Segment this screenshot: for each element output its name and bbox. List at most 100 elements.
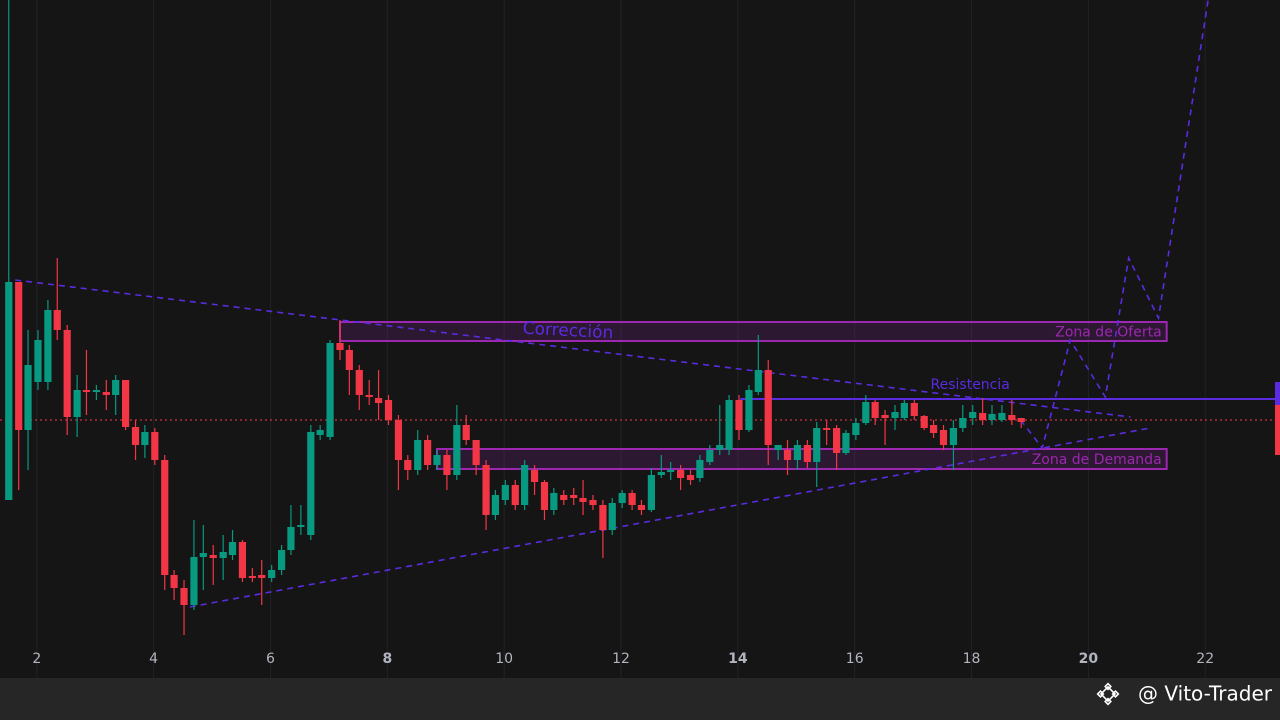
candle-body: [637, 505, 646, 510]
candle-body: [530, 470, 539, 482]
candle-body: [881, 415, 889, 418]
candle-body: [813, 428, 821, 462]
candle-body: [345, 350, 353, 370]
candle-body: [24, 365, 32, 430]
candle-body: [803, 445, 811, 462]
candle-body: [589, 500, 597, 505]
bottom-bar: [0, 678, 1280, 720]
candle-body: [1017, 418, 1025, 422]
watermark: @ Vito-Trader: [1138, 682, 1273, 706]
candle-body: [82, 390, 91, 392]
zone-label: Zona de Demanda: [1032, 452, 1162, 468]
candle-body: [384, 400, 393, 420]
x-tick-label: 10: [495, 651, 513, 667]
x-tick-label: 6: [266, 651, 275, 667]
candle-body: [491, 495, 500, 515]
candle-body: [793, 445, 802, 460]
candle-body: [949, 428, 958, 445]
candle-body: [258, 575, 266, 578]
candle-body: [667, 470, 675, 472]
candle-body: [122, 380, 130, 427]
annotation: Corrección: [522, 319, 614, 344]
candle-body: [716, 445, 724, 450]
candle-body: [219, 552, 227, 558]
candle-body: [560, 495, 568, 500]
candle-body: [102, 392, 110, 395]
candle-body: [657, 472, 665, 475]
x-tick-label: 20: [1079, 651, 1099, 667]
candle-body: [852, 423, 860, 435]
candle-body: [472, 440, 480, 465]
candle-body: [34, 340, 42, 382]
candle-body: [73, 390, 81, 417]
candle-body: [374, 398, 383, 403]
x-tick-label: 2: [32, 651, 41, 667]
candle-body: [424, 440, 432, 465]
candle-body: [161, 460, 169, 575]
candle-body: [570, 495, 578, 498]
candle-body: [180, 588, 188, 605]
candle-body: [433, 455, 441, 465]
candle-body: [199, 553, 207, 557]
candle-body: [696, 460, 704, 478]
candle-body: [969, 412, 977, 418]
candle-body: [326, 343, 334, 437]
candle-body: [92, 390, 100, 392]
candle-body: [307, 432, 315, 535]
candle-body: [979, 413, 987, 420]
candle-body: [550, 493, 558, 510]
candle-body: [725, 400, 733, 450]
zone: [339, 321, 1168, 342]
candle-body: [774, 445, 782, 450]
candle-body: [706, 450, 714, 462]
candle-body: [287, 527, 295, 550]
candle-body: [891, 412, 899, 418]
candle-body: [939, 430, 948, 445]
candle-body: [268, 570, 276, 578]
trend-line: [15, 279, 1131, 418]
candle-body: [1008, 415, 1016, 420]
candle-body: [959, 418, 967, 428]
price-tag-last: [1275, 405, 1280, 455]
candle-body: [228, 542, 237, 555]
candle-body: [336, 343, 344, 350]
candle-body: [910, 403, 918, 416]
candle-body: [209, 555, 217, 558]
candle-body: [404, 460, 412, 470]
candle-body: [131, 427, 140, 445]
candle-body: [462, 425, 470, 440]
candle-body: [277, 550, 286, 570]
candle-body: [862, 402, 870, 423]
candle-body: [365, 395, 373, 397]
x-tick-label: 22: [1196, 651, 1214, 667]
trend-line: [1019, 0, 1209, 450]
candle-body: [686, 475, 695, 480]
candle-body: [511, 485, 519, 505]
x-tick-label: 8: [382, 651, 392, 667]
candle-body: [521, 465, 529, 505]
candle-body: [394, 420, 403, 460]
candle-body: [998, 413, 1006, 420]
candle-body: [900, 403, 908, 418]
candle-body: [414, 440, 422, 470]
candle-body: [316, 430, 324, 435]
candle-body: [842, 433, 850, 453]
candle-body: [482, 465, 490, 515]
candle-body: [608, 503, 616, 530]
trend-line: [189, 427, 1151, 608]
x-tick-label: 18: [963, 651, 981, 667]
candle-body: [618, 493, 626, 503]
candle-body: [599, 505, 607, 530]
candle-body: [355, 370, 363, 395]
candle-body: [190, 557, 198, 605]
candle-body: [745, 390, 753, 430]
zone-label: Zona de Oferta: [1055, 325, 1161, 341]
candle-body: [248, 576, 256, 578]
line-label: Resistencia: [931, 377, 1010, 393]
candle-body: [238, 542, 247, 578]
candle-body: [832, 428, 841, 453]
candle-body: [823, 428, 831, 430]
candle-body: [443, 455, 451, 475]
candle-body: [754, 370, 762, 392]
